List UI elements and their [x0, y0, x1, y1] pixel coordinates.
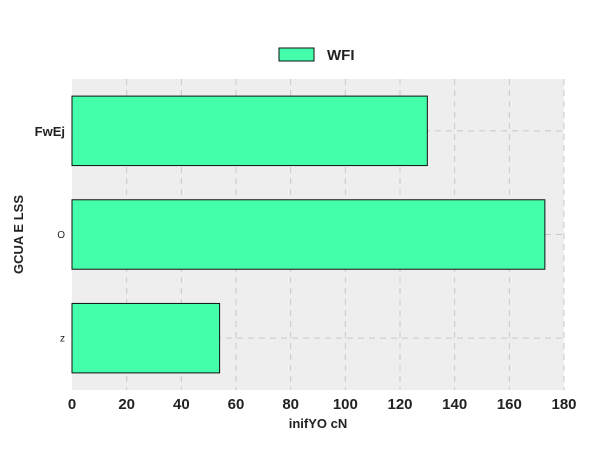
legend: WFI — [278, 47, 355, 64]
x-tick-label: 120 — [387, 396, 412, 413]
x-axis-title: inifYO cN — [289, 416, 348, 431]
x-tick-label: 40 — [173, 396, 190, 413]
x-axis-ticks: 0 20 40 60 80 100 120 140 160 180 — [68, 396, 577, 413]
legend-swatch — [278, 47, 315, 62]
y-axis-title: GCUA E LSS — [11, 195, 26, 274]
y-tick-label: O — [57, 230, 65, 241]
x-tick-label: 0 — [68, 396, 76, 413]
y-axis-ticks: FwEj Oz — [35, 124, 66, 345]
x-tick-label: 80 — [282, 396, 299, 413]
bar-z — [71, 302, 221, 374]
bar-FwEj — [71, 95, 428, 167]
y-tick-label: FwEj — [35, 124, 65, 139]
legend-label: WFI — [327, 47, 355, 64]
x-tick-label: 160 — [497, 396, 522, 413]
y-tick-label: z — [60, 334, 65, 345]
x-tick-label: 180 — [551, 396, 576, 413]
x-tick-label: 60 — [228, 396, 245, 413]
bar-series — [71, 95, 546, 374]
x-tick-label: 100 — [333, 396, 358, 413]
x-tick-label: 140 — [442, 396, 467, 413]
x-tick-label: 20 — [118, 396, 135, 413]
bar-O — [71, 199, 546, 270]
